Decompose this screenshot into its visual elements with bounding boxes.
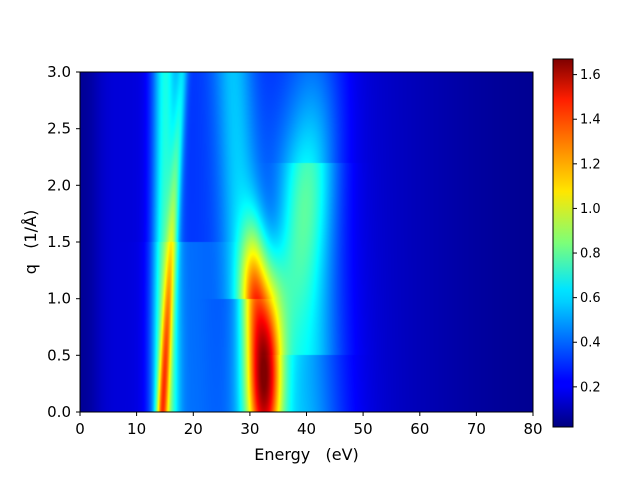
y-tick-label: 3.0 <box>47 63 71 81</box>
colorbar-tick-label: 0.8 <box>580 247 601 262</box>
colorbar-tick-label: 0.2 <box>580 380 601 395</box>
colorbar-tick: 0.6 <box>573 291 601 306</box>
colorbar-tick-label: 0.6 <box>580 291 601 306</box>
y-axis: 0.0 0.5 1.0 1.5 2.0 2.5 3.0 q (1/Å) <box>21 63 80 421</box>
y-tick: 0.5 <box>47 346 80 364</box>
y-tick-label: 0.5 <box>47 346 71 364</box>
x-tick-label: 50 <box>354 420 373 438</box>
x-tick: 20 <box>184 412 203 438</box>
y-tick: 3.0 <box>47 63 80 81</box>
x-tick-label: 70 <box>467 420 486 438</box>
colorbar-tick-label: 0.4 <box>580 336 601 351</box>
y-tick-label: 2.0 <box>47 176 71 194</box>
y-tick: 0.0 <box>47 403 80 421</box>
colorbar-tick-label: 1.6 <box>580 68 601 83</box>
y-tick-label: 2.5 <box>47 120 71 138</box>
colorbar-gradient <box>552 58 574 428</box>
y-tick-label: 1.0 <box>47 290 71 308</box>
x-tick: 60 <box>410 412 429 438</box>
x-tick: 30 <box>240 412 259 438</box>
colorbar-ticks: 0.2 0.4 0.6 0.8 1.0 1.2 1.4 1.6 <box>573 68 601 395</box>
x-tick: 40 <box>297 412 316 438</box>
x-tick: 50 <box>354 412 373 438</box>
x-tick: 0 <box>75 412 85 438</box>
x-tick-label: 10 <box>127 420 146 438</box>
colorbar: 0.2 0.4 0.6 0.8 1.0 1.2 1.4 1.6 <box>552 58 601 428</box>
colorbar-tick: 0.8 <box>573 247 601 262</box>
x-axis: 0 10 20 30 40 50 60 70 <box>75 412 543 464</box>
y-axis-label: q (1/Å) <box>21 210 40 274</box>
y-tick-label: 1.5 <box>47 233 71 251</box>
y-tick-label: 0.0 <box>47 403 71 421</box>
y-tick: 2.0 <box>47 176 80 194</box>
colorbar-tick: 0.2 <box>573 380 601 395</box>
colorbar-tick: 1.2 <box>573 157 601 172</box>
y-tick: 1.0 <box>47 290 80 308</box>
x-tick-label: 30 <box>240 420 259 438</box>
colorbar-tick: 0.4 <box>573 336 601 351</box>
x-tick-label: 20 <box>184 420 203 438</box>
x-tick-label: 0 <box>75 420 85 438</box>
heatmap <box>80 72 533 412</box>
x-tick-label: 60 <box>410 420 429 438</box>
heatmap-image <box>80 72 533 412</box>
x-tick-label: 40 <box>297 420 316 438</box>
x-axis-label: Energy (eV) <box>254 445 359 464</box>
colorbar-tick: 1.0 <box>573 202 601 217</box>
x-tick: 80 <box>523 412 543 438</box>
x-tick-label: 80 <box>523 420 542 438</box>
y-tick: 1.5 <box>47 233 80 251</box>
colorbar-tick-label: 1.4 <box>580 113 601 128</box>
x-tick: 10 <box>127 412 146 438</box>
colorbar-tick: 1.4 <box>573 113 601 128</box>
x-tick: 70 <box>467 412 486 438</box>
colorbar-tick-label: 1.2 <box>580 157 601 172</box>
colorbar-tick: 1.6 <box>573 68 601 83</box>
y-tick: 2.5 <box>47 120 80 138</box>
colorbar-tick-label: 1.0 <box>580 202 601 217</box>
